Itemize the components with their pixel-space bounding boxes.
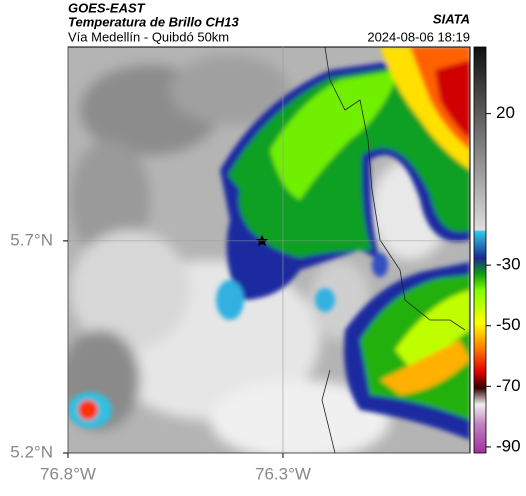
border-line [321, 47, 466, 453]
agency: SIATA [433, 11, 470, 26]
x-tick-label: 76.8°W [40, 464, 96, 483]
datetime: 2024-08-06 18:19 [367, 29, 470, 44]
colorbar-tick-label: -50 [496, 315, 521, 334]
product: Temperatura de Brillo CH13 [68, 14, 240, 29]
colorbar-tick-label: -90 [496, 436, 521, 455]
station-marker [256, 235, 268, 246]
y-tick-label: 5.2°N [10, 442, 53, 461]
satellite-image [68, 47, 470, 453]
x-tick-label: 76.3°W [255, 464, 311, 483]
source: GOES-EAST [68, 0, 146, 15]
colorbar-tick-label: -70 [496, 376, 521, 395]
y-tick-label: 5.7°N [10, 230, 53, 249]
colorbar [473, 46, 487, 454]
colorbar-tick-label: -30 [496, 255, 521, 274]
region: Vía Medellín - Quibdó 50km [68, 29, 229, 44]
colorbar-tick-label: 20 [496, 103, 515, 122]
